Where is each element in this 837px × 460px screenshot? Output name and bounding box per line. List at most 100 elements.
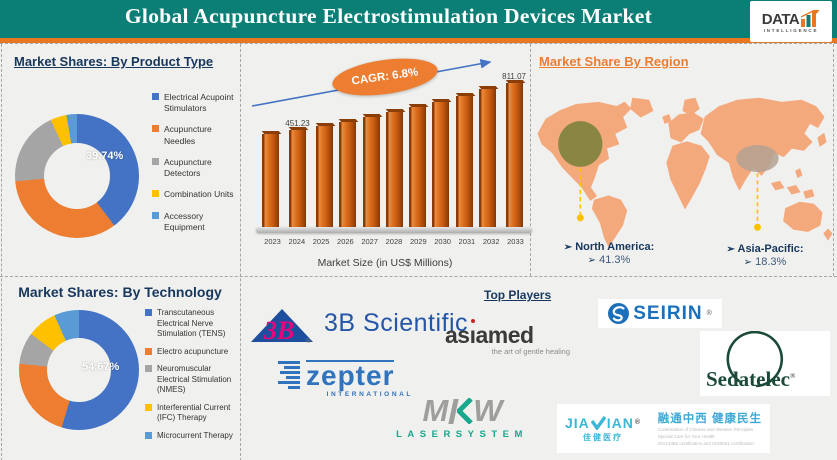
top-players-title: Top Players <box>484 288 552 302</box>
bar <box>316 126 333 228</box>
3b-scientific-name: 3B Scientific <box>324 308 469 337</box>
jiajian-left-text: JIA <box>565 414 590 431</box>
left-dashed-border <box>1 44 2 460</box>
jiajian-wordmark: JIA IAN ® 佳健医疗 <box>565 415 641 443</box>
bar-value-label: 451.23 <box>285 119 310 129</box>
legend-item: Interferential Current (IFC) Therapy <box>145 403 238 424</box>
x-axis-tick-label: 2029 <box>409 237 427 246</box>
technology-panel-title: Market Shares: By Technology <box>18 284 222 300</box>
bar-column <box>316 126 333 228</box>
mkw-letter-m: M <box>422 393 448 428</box>
asiamed-name: ası amed <box>445 319 570 347</box>
x-axis-tick-label: 2025 <box>312 237 330 246</box>
bar <box>339 121 357 228</box>
bar <box>432 101 450 228</box>
jiajian-chinese-badge: 佳健医疗 <box>583 432 624 442</box>
x-axis-tick-label: 2023 <box>264 237 281 246</box>
legend-label: Accessory Equipment <box>164 210 205 232</box>
north-america-label: ➢ North America: ➢ 41.3% <box>534 241 684 266</box>
legend-item: Neuromuscular Electrical Stimulation (NM… <box>145 364 238 396</box>
horizontal-divider <box>0 276 837 277</box>
jiajian-slogan-block: 融通中西 健康民生 Combination of Chinese and Wes… <box>658 410 762 448</box>
bar-chart-axis: 2023 2024 2025 2026 2027 2028 2029 2030 2031 2032… <box>262 237 526 246</box>
bar-column <box>432 101 450 228</box>
x-axis-tick-label: 2026 <box>337 237 354 246</box>
legend-item: Acupuncture Detectors <box>152 157 238 179</box>
logo-3b-scientific: 3B ® 3B Scientific <box>250 302 468 344</box>
datam-intelligence-logo: DATA INTELLIGENCE <box>750 1 832 42</box>
asia-pacific-label: ➢ Asia-Pacific: ➢ 18.3% <box>700 243 830 268</box>
bar-chart-logo-icon <box>801 10 820 27</box>
legend-swatch-icon <box>152 125 159 133</box>
asiamed-red-dot-icon <box>470 319 475 323</box>
zepter-lines-icon <box>278 361 300 389</box>
product-legend: Electrical Acupoint Stimulators Acupunctu… <box>152 92 238 233</box>
logo-wordmark: DATA <box>762 10 820 27</box>
content-area: Market Shares: By Product Type 39.74% El… <box>0 43 837 460</box>
product-type-panel: Market Shares: By Product Type 39.74% El… <box>0 44 240 276</box>
legend-swatch-icon <box>145 403 152 411</box>
sedatelec-name: Sedatelec® <box>706 367 796 391</box>
bar <box>455 95 473 228</box>
legend-swatch-icon <box>152 211 159 219</box>
mkw-subtitle: LASERSYSTEM <box>396 429 528 440</box>
bar <box>262 134 279 228</box>
arrow-bullet-icon: ➢ <box>587 255 597 266</box>
legend-item: Microcurrent Therapy <box>145 431 238 442</box>
region-name: Asia-Pacific: <box>737 243 804 255</box>
legend-item: Electro acupuncture <box>145 347 238 358</box>
page-title: Global Acupuncture Electrostimulation De… <box>124 4 653 28</box>
bar-column <box>262 134 279 228</box>
ap-leader-dot <box>754 223 761 231</box>
region-value: 41.3% <box>599 254 631 266</box>
legend-label: Combination Units <box>164 189 234 200</box>
svg-text:®: ® <box>306 338 311 344</box>
logo-mkw-lasersystem: M W LASERSYSTEM <box>387 393 537 440</box>
product-donut-value-label: 39.74% <box>86 150 124 162</box>
asiamed-tagline: the art of gentle healing <box>491 347 570 356</box>
bar-column <box>385 112 403 228</box>
bar <box>289 130 306 228</box>
logo-zepter: zepter INTERNATIONAL <box>278 360 413 398</box>
right-dashed-border <box>833 44 834 276</box>
jiajian-line1: Combination of Chinese and Western Princ… <box>657 426 754 432</box>
world-map <box>537 97 833 247</box>
arrow-bullet-icon: ➢ <box>726 244 735 255</box>
jiajian-right-text: IAN <box>606 414 634 431</box>
vertical-divider-2 <box>530 44 531 276</box>
technology-donut-chart: 54.67% <box>19 310 139 430</box>
bar-column <box>339 121 357 228</box>
logo-word: DATA <box>761 11 800 28</box>
jiajian-check-icon <box>590 415 606 430</box>
header-accent-strip <box>0 38 837 43</box>
jiajian-line3: ISO13485 certification and ISO9001 certi… <box>657 441 754 447</box>
3b-triangle-icon: 3B ® <box>251 309 313 344</box>
legend-label: Electrical Acupoint Stimulators <box>164 92 234 114</box>
legend-swatch-icon <box>145 347 152 355</box>
seirin-reg-mark: ® <box>706 310 712 317</box>
legend-swatch-icon <box>152 190 159 198</box>
continents <box>537 97 833 247</box>
vertical-divider-1 <box>240 44 241 460</box>
region-name: North America: <box>575 241 655 253</box>
mkw-green-chevron-icon <box>457 398 474 424</box>
legend-label: Acupuncture Detectors <box>164 156 212 179</box>
header-banner: Global Acupuncture Electrostimulation De… <box>0 0 837 38</box>
sedatelec-reg-mark: ® <box>789 372 796 380</box>
mkw-wordmark: M W <box>387 393 537 428</box>
sedatelec-arc-icon <box>726 331 784 388</box>
logo-sedatelec: Sedatelec® <box>700 331 830 396</box>
logo-jiajian: JIA IAN ® 佳健医疗 融通中西 健康民生 Combination of … <box>557 404 770 453</box>
technology-donut-hole <box>47 338 111 402</box>
legend-swatch-icon <box>145 431 152 439</box>
x-axis-tick-label: 2033 <box>507 237 524 246</box>
x-axis-tick-label: 2027 <box>361 237 379 246</box>
bar-chart-caption: Market Size (in US$ Millions) <box>317 257 453 269</box>
logo-seirin: SEIRIN ® <box>598 299 722 328</box>
legend-label: Microcurrent Therapy <box>157 430 233 440</box>
seirin-name: SEIRIN <box>633 302 703 324</box>
bar-column <box>478 89 496 228</box>
market-size-panel: CAGR: 6.8% 451.23 811.07 2023 2024 2025 2026… <box>240 44 532 276</box>
bar-column <box>409 107 427 228</box>
legend-label: Transcutaneous Electrical Nerve Stimulat… <box>157 308 226 339</box>
